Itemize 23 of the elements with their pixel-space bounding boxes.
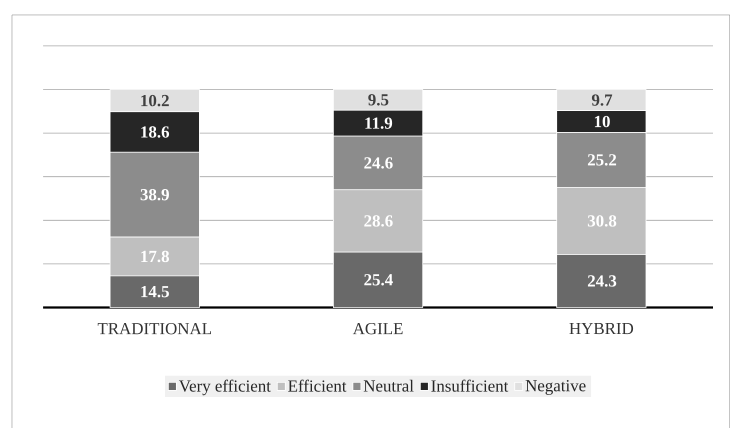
data-label: 25.2 xyxy=(588,154,616,166)
data-label: 10.2 xyxy=(141,94,169,106)
data-label: 24.6 xyxy=(364,157,393,168)
data-label: 10 xyxy=(594,116,610,128)
data-label: 11.9 xyxy=(365,117,392,129)
legend-label: Negative xyxy=(526,380,586,395)
data-label: 30.8 xyxy=(588,214,616,226)
data-label: 24.3 xyxy=(588,275,616,286)
data-label: 28.6 xyxy=(364,214,393,226)
data-label: 14.5 xyxy=(141,286,169,298)
data-label: 9.7 xyxy=(592,94,612,106)
legend-label: Neutral xyxy=(364,380,414,392)
data-label: 9.5 xyxy=(368,94,388,106)
legend-label: Insufficient xyxy=(431,379,508,392)
data-label: 38.9 xyxy=(140,188,169,200)
x-tick-label: HYBRID xyxy=(569,322,634,334)
legend-label: Very efficient xyxy=(178,379,271,395)
data-label: 18.6 xyxy=(141,126,170,138)
x-tick-label: AGILE xyxy=(352,322,403,334)
data-label: 17.8 xyxy=(141,250,169,262)
data-label: 25.4 xyxy=(364,274,393,286)
x-tick-label: TRADITIONAL xyxy=(98,322,212,334)
legend-label: Efficient xyxy=(288,379,346,392)
